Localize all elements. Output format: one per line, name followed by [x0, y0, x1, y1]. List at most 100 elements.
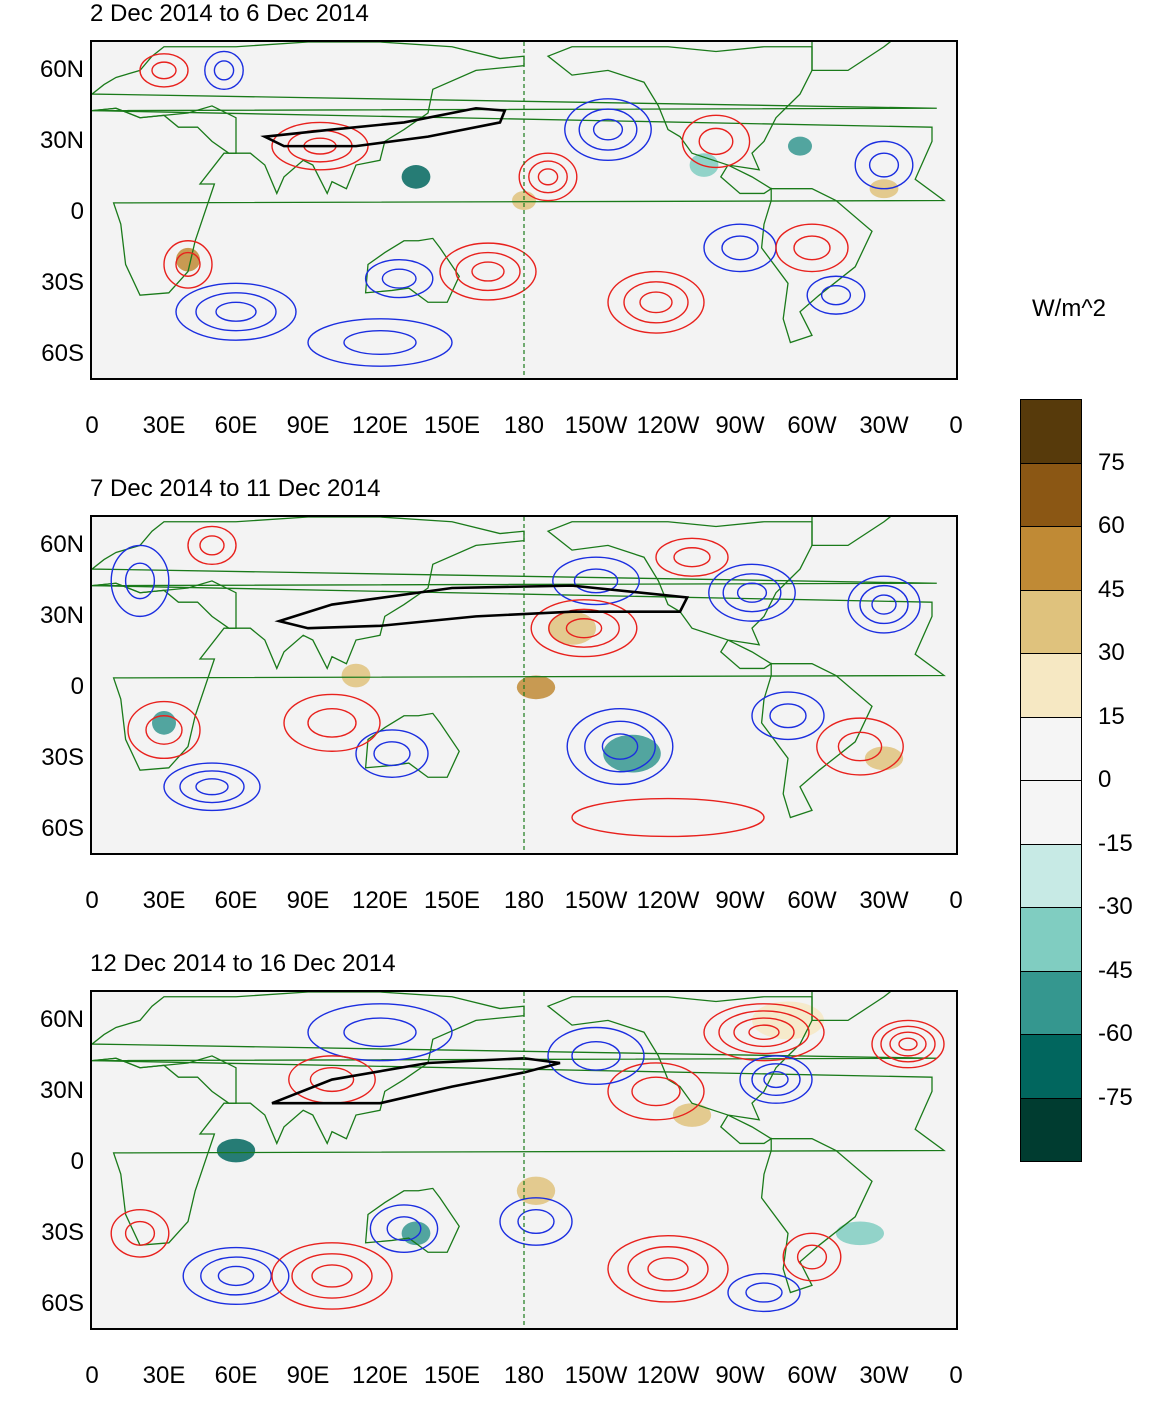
positive-contour: [145, 715, 183, 745]
jet-contour: [274, 584, 690, 630]
negative-contour: [592, 118, 624, 141]
colorbar-label: 60: [1098, 512, 1125, 539]
colorbar-label: -15: [1098, 829, 1133, 857]
coastline: [546, 46, 873, 344]
anomaly-shading: [672, 1103, 712, 1127]
positive-contour: [537, 168, 559, 186]
anomaly-shading: [548, 611, 596, 645]
longitude-label: 60E: [214, 887, 258, 914]
colorbar-label: 15: [1098, 702, 1125, 730]
coastline: [364, 1187, 460, 1253]
colorbar-segment: [1020, 462, 1082, 527]
positive-contour: [291, 1253, 373, 1299]
positive-contour: [471, 261, 505, 282]
latitude-label: 30S: [41, 744, 84, 772]
anomaly-shading: [176, 247, 200, 272]
longitude-labels: 0 30E 60E 90E 120E 150E 180 150W 120W 90W 60W 30W 0: [85, 887, 962, 917]
jet-contour: [271, 1056, 561, 1105]
longitude-label: 90E: [286, 1362, 330, 1389]
coastline: [92, 517, 937, 671]
longitude-label: 60W: [787, 887, 837, 914]
positive-contour: [623, 281, 689, 324]
longitude-label: 90W: [715, 1362, 765, 1389]
positive-contour: [681, 114, 751, 169]
jet-contour: [260, 106, 507, 148]
map-area: [90, 515, 958, 855]
colorbar-label: 45: [1098, 575, 1125, 603]
longitude-label: 90E: [286, 412, 330, 439]
longitude-label: 90W: [715, 412, 765, 439]
longitude-label: 120W: [636, 887, 700, 914]
map-panel-2: 7 Dec 2014 to 11 Dec 2014 60N 30N 0 30S 60S …: [0, 475, 1000, 935]
anomaly-shading: [216, 1138, 256, 1163]
longitude-label: 0: [85, 412, 99, 439]
longitude-label: 0: [949, 887, 963, 914]
colorbar-label: -45: [1098, 956, 1133, 984]
coastline: [811, 517, 892, 547]
colorbar-segment: [1020, 970, 1082, 1035]
positive-contour: [518, 152, 578, 202]
negative-contour: [601, 733, 639, 760]
positive-contour: [796, 1244, 828, 1270]
negative-contour: [343, 329, 417, 356]
longitude-label: 150E: [423, 887, 481, 914]
colorbar-label: 0: [1098, 766, 1112, 793]
negative-contour: [307, 318, 453, 367]
positive-contour: [782, 1232, 842, 1282]
negative-contour: [179, 770, 245, 804]
map-panel-1: 2 Dec 2014 to 6 Dec 2014 60N 30N 0 30S 60S 0…: [0, 0, 1000, 460]
colorbar-units: W/m^2: [1032, 295, 1106, 322]
longitude-label: 30E: [142, 412, 186, 439]
positive-contour: [110, 1208, 170, 1258]
latitude-label: 30N: [39, 1077, 84, 1105]
positive-contour: [655, 537, 729, 577]
positive-contour: [775, 223, 849, 273]
coastline: [92, 580, 946, 771]
positive-contour: [163, 240, 213, 289]
negative-contour: [564, 98, 652, 162]
negative-contour: [124, 562, 156, 600]
positive-contour: [703, 1003, 825, 1062]
negative-contour: [820, 285, 852, 306]
anomaly-shading: [401, 165, 431, 189]
positive-contour: [607, 270, 705, 334]
latitude-label: 60N: [39, 56, 84, 84]
positive-contour: [271, 121, 369, 171]
anomaly-shading: [603, 734, 661, 773]
positive-contour: [733, 1017, 795, 1048]
longitude-label: 60E: [214, 1362, 258, 1389]
longitude-label: 90W: [715, 887, 765, 914]
positive-contour: [271, 1242, 393, 1310]
negative-contour: [364, 258, 434, 299]
coastline: [92, 42, 937, 196]
colorbar-segment: [1020, 399, 1082, 464]
colorbar-segment: [1020, 716, 1082, 781]
longitude-label: 150E: [423, 412, 481, 439]
latitude-label: 30N: [39, 602, 84, 630]
positive-contour: [311, 1264, 353, 1288]
negative-contour: [200, 1256, 272, 1296]
colorbar-segment: [1020, 907, 1082, 972]
longitude-label: 30E: [142, 887, 186, 914]
negative-contour: [552, 556, 640, 606]
negative-contour: [854, 140, 914, 190]
map-area: [90, 40, 958, 380]
anomaly-shading: [516, 675, 556, 700]
longitude-label: 60W: [787, 1362, 837, 1389]
positive-contour: [627, 1246, 709, 1292]
negative-contour: [727, 1272, 801, 1313]
negative-contour: [163, 762, 261, 812]
negative-contour: [769, 703, 807, 729]
positive-contour: [127, 700, 201, 760]
positive-contour: [530, 599, 638, 658]
latitude-label: 0: [70, 198, 84, 226]
colorbar-segment: [1020, 843, 1082, 908]
longitude-label: 120W: [636, 412, 700, 439]
negative-contour: [175, 282, 297, 341]
negative-contour: [736, 582, 768, 603]
longitude-label: 150W: [564, 412, 628, 439]
panel-title: 7 Dec 2014 to 11 Dec 2014: [90, 475, 381, 502]
latitude-labels: 60N 30N 0 30S 60S: [0, 515, 84, 855]
negative-contour: [806, 275, 866, 315]
positive-contour: [571, 797, 765, 838]
